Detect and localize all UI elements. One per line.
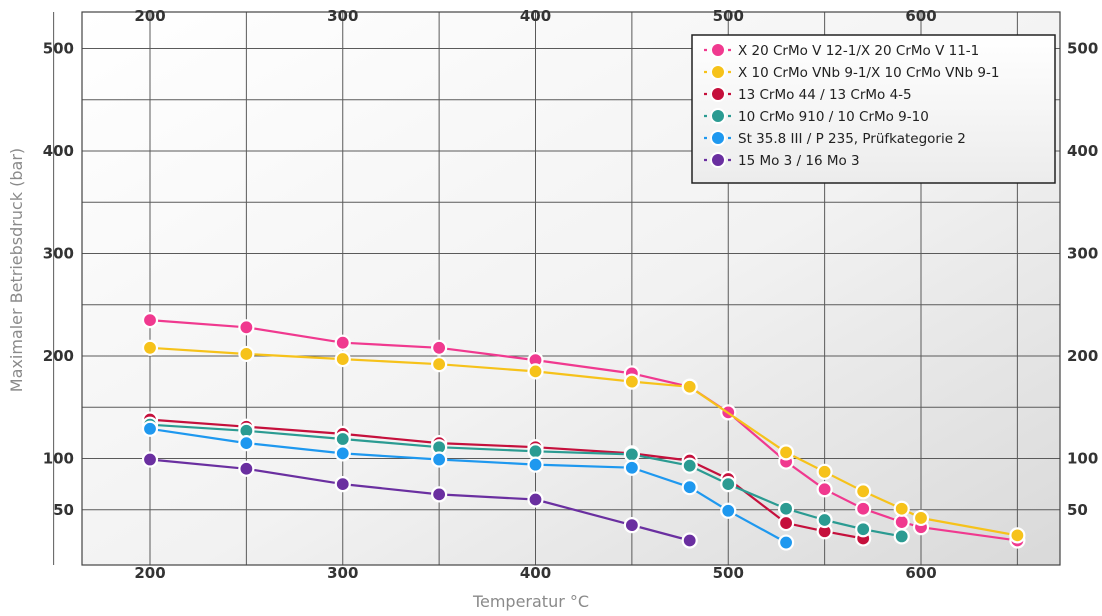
y-tick-label-left: 100	[43, 450, 74, 468]
x-tick-label-bottom: 500	[713, 564, 744, 582]
x-tick-label-bottom: 200	[134, 564, 165, 582]
legend-marker	[710, 64, 726, 80]
data-point	[527, 363, 544, 380]
data-point	[334, 430, 351, 448]
x-tick-label-top: 200	[134, 7, 165, 25]
data-point	[777, 444, 795, 461]
y-tick-label-right: 500	[1067, 40, 1098, 58]
data-point	[238, 460, 255, 477]
data-point	[431, 486, 448, 503]
data-point	[816, 463, 833, 480]
data-point	[527, 456, 544, 473]
data-point	[720, 476, 737, 493]
legend-item: 13 CrMo 44 / 13 CrMo 4-5	[704, 86, 912, 103]
legend-label: 15 Mo 3 / 16 Mo 3	[738, 153, 860, 169]
y-tick-label-left: 400	[43, 142, 74, 160]
x-tick-label-bottom: 300	[327, 564, 358, 582]
data-point	[893, 500, 910, 517]
series-6	[141, 451, 698, 549]
y-tick-label-right: 100	[1067, 450, 1098, 468]
data-point	[334, 334, 351, 351]
y-tick-label-right: 300	[1067, 245, 1098, 263]
y-tick-label-right: 50	[1067, 501, 1088, 519]
data-point	[238, 319, 255, 336]
y-tick-label-left: 500	[43, 40, 74, 58]
series-2	[141, 339, 1026, 544]
series-4	[141, 416, 910, 545]
legend-label: 10 CrMo 910 / 10 CrMo 9-10	[738, 109, 929, 125]
legend-marker	[710, 42, 726, 58]
data-point	[527, 443, 544, 460]
legend-label: X 20 CrMo V 12-1/X 20 CrMo V 11-1	[738, 43, 979, 59]
legend-marker	[710, 108, 726, 124]
data-point	[141, 451, 159, 468]
data-point	[816, 481, 833, 498]
y-tick-label-left: 300	[43, 245, 74, 263]
legend-item: St 35.8 III / P 235, Prüfkategorie 2	[704, 130, 966, 147]
series-5	[141, 420, 795, 551]
y-tick-label-right: 200	[1067, 347, 1098, 365]
data-point	[141, 312, 159, 329]
data-point	[623, 517, 640, 534]
data-point	[777, 514, 795, 532]
y-tick-label-left: 200	[43, 347, 74, 365]
data-point	[681, 532, 698, 549]
y-tick-label-left: 50	[53, 501, 74, 519]
data-point	[238, 345, 255, 363]
data-point	[681, 479, 698, 496]
legend-item: X 20 CrMo V 12-1/X 20 CrMo V 11-1	[704, 42, 979, 59]
y-tick-label-right: 400	[1067, 142, 1098, 160]
data-point	[623, 459, 640, 476]
x-axis-title: Temperatur °C	[472, 592, 589, 611]
legend-marker	[710, 86, 726, 102]
x-tick-label-top: 500	[713, 7, 744, 25]
data-point	[141, 339, 159, 356]
data-point	[334, 445, 351, 462]
legend-label: 13 CrMo 44 / 13 CrMo 4-5	[738, 87, 912, 103]
x-tick-label-top: 400	[520, 7, 551, 25]
legend-box	[691, 34, 1056, 184]
plot-frame	[81, 11, 1061, 566]
data-point	[623, 373, 640, 390]
data-point	[334, 476, 351, 493]
data-point	[720, 502, 737, 519]
data-point	[334, 350, 351, 368]
legend-label: X 10 CrMo VNb 9-1/X 10 CrMo VNb 9-1	[738, 65, 999, 81]
data-point	[777, 500, 795, 517]
data-point	[777, 534, 795, 551]
data-point	[238, 435, 255, 452]
x-tick-label-top: 600	[905, 7, 936, 25]
data-point	[893, 513, 910, 531]
data-point	[141, 420, 159, 437]
legend-item: 15 Mo 3 / 16 Mo 3	[704, 152, 860, 169]
data-point	[855, 521, 872, 538]
data-point	[1009, 527, 1026, 544]
legend-item: X 10 CrMo VNb 9-1/X 10 CrMo VNb 9-1	[704, 64, 999, 81]
data-point	[912, 509, 930, 527]
data-point	[431, 356, 448, 373]
axes: 100 100 200 200 300 300 400 400 500 500 600 600 50 50…	[43, 7, 1099, 582]
series-layer	[141, 312, 1026, 551]
data-point	[431, 339, 448, 356]
data-point	[527, 491, 544, 508]
legend-marker	[710, 152, 726, 168]
data-point	[855, 500, 872, 517]
data-point	[623, 446, 640, 463]
data-point	[816, 511, 833, 529]
data-point	[681, 457, 698, 474]
legend-label: St 35.8 III / P 235, Prüfkategorie 2	[738, 131, 966, 147]
x-tick-label-bottom: 600	[905, 564, 936, 582]
y-axis-title: Maximaler Betriebsdruck (bar)	[7, 148, 26, 392]
legend-item: 10 CrMo 910 / 10 CrMo 9-10	[704, 108, 929, 125]
x-tick-label-top: 300	[327, 7, 358, 25]
data-point	[893, 528, 910, 545]
data-point	[855, 483, 872, 500]
data-point	[431, 451, 448, 468]
x-tick-label-bottom: 400	[520, 564, 551, 582]
legend: X 20 CrMo V 12-1/X 20 CrMo V 11-1 X 10 Cr…	[691, 34, 1056, 184]
data-point	[681, 378, 698, 395]
legend-marker	[710, 130, 726, 146]
